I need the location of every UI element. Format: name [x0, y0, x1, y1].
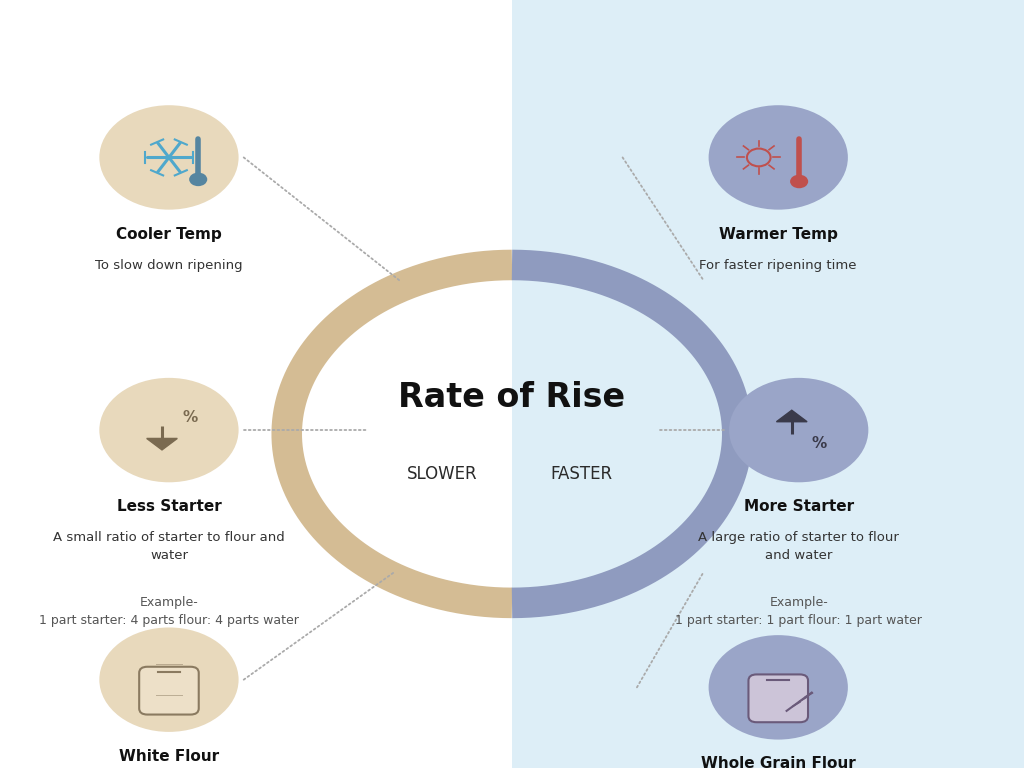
Circle shape: [99, 105, 239, 210]
Text: Whole Grain Flour: Whole Grain Flour: [700, 756, 856, 768]
FancyBboxPatch shape: [749, 674, 808, 722]
Bar: [512, 0, 1024, 768]
Text: Example-
1 part starter: 4 parts flour: 4 parts water: Example- 1 part starter: 4 parts flour: …: [39, 596, 299, 627]
Circle shape: [791, 174, 808, 188]
Text: Warmer Temp: Warmer Temp: [719, 227, 838, 242]
Text: Example-
1 part starter: 1 part flour: 1 part water: Example- 1 part starter: 1 part flour: 1…: [675, 596, 923, 627]
Text: A small ratio of starter to flour and
water: A small ratio of starter to flour and wa…: [53, 531, 285, 562]
FancyBboxPatch shape: [139, 667, 199, 714]
Text: For faster ripening time: For faster ripening time: [699, 259, 857, 272]
Text: Cooler Temp: Cooler Temp: [116, 227, 222, 242]
Polygon shape: [146, 439, 177, 450]
Circle shape: [709, 635, 848, 740]
Text: Rate of Rise: Rate of Rise: [398, 381, 626, 413]
Circle shape: [709, 105, 848, 210]
Circle shape: [189, 173, 207, 186]
Text: %: %: [812, 435, 827, 451]
Text: Less Starter: Less Starter: [117, 499, 221, 515]
Circle shape: [99, 627, 239, 732]
Text: To slow down ripening: To slow down ripening: [95, 259, 243, 272]
Circle shape: [729, 378, 868, 482]
Text: A large ratio of starter to flour
and water: A large ratio of starter to flour and wa…: [698, 531, 899, 562]
Text: %: %: [182, 409, 198, 425]
Text: More Starter: More Starter: [743, 499, 854, 515]
Text: White Flour: White Flour: [119, 749, 219, 764]
Polygon shape: [776, 410, 807, 422]
Circle shape: [99, 378, 239, 482]
Text: FASTER: FASTER: [551, 465, 612, 483]
Text: SLOWER: SLOWER: [408, 465, 477, 483]
